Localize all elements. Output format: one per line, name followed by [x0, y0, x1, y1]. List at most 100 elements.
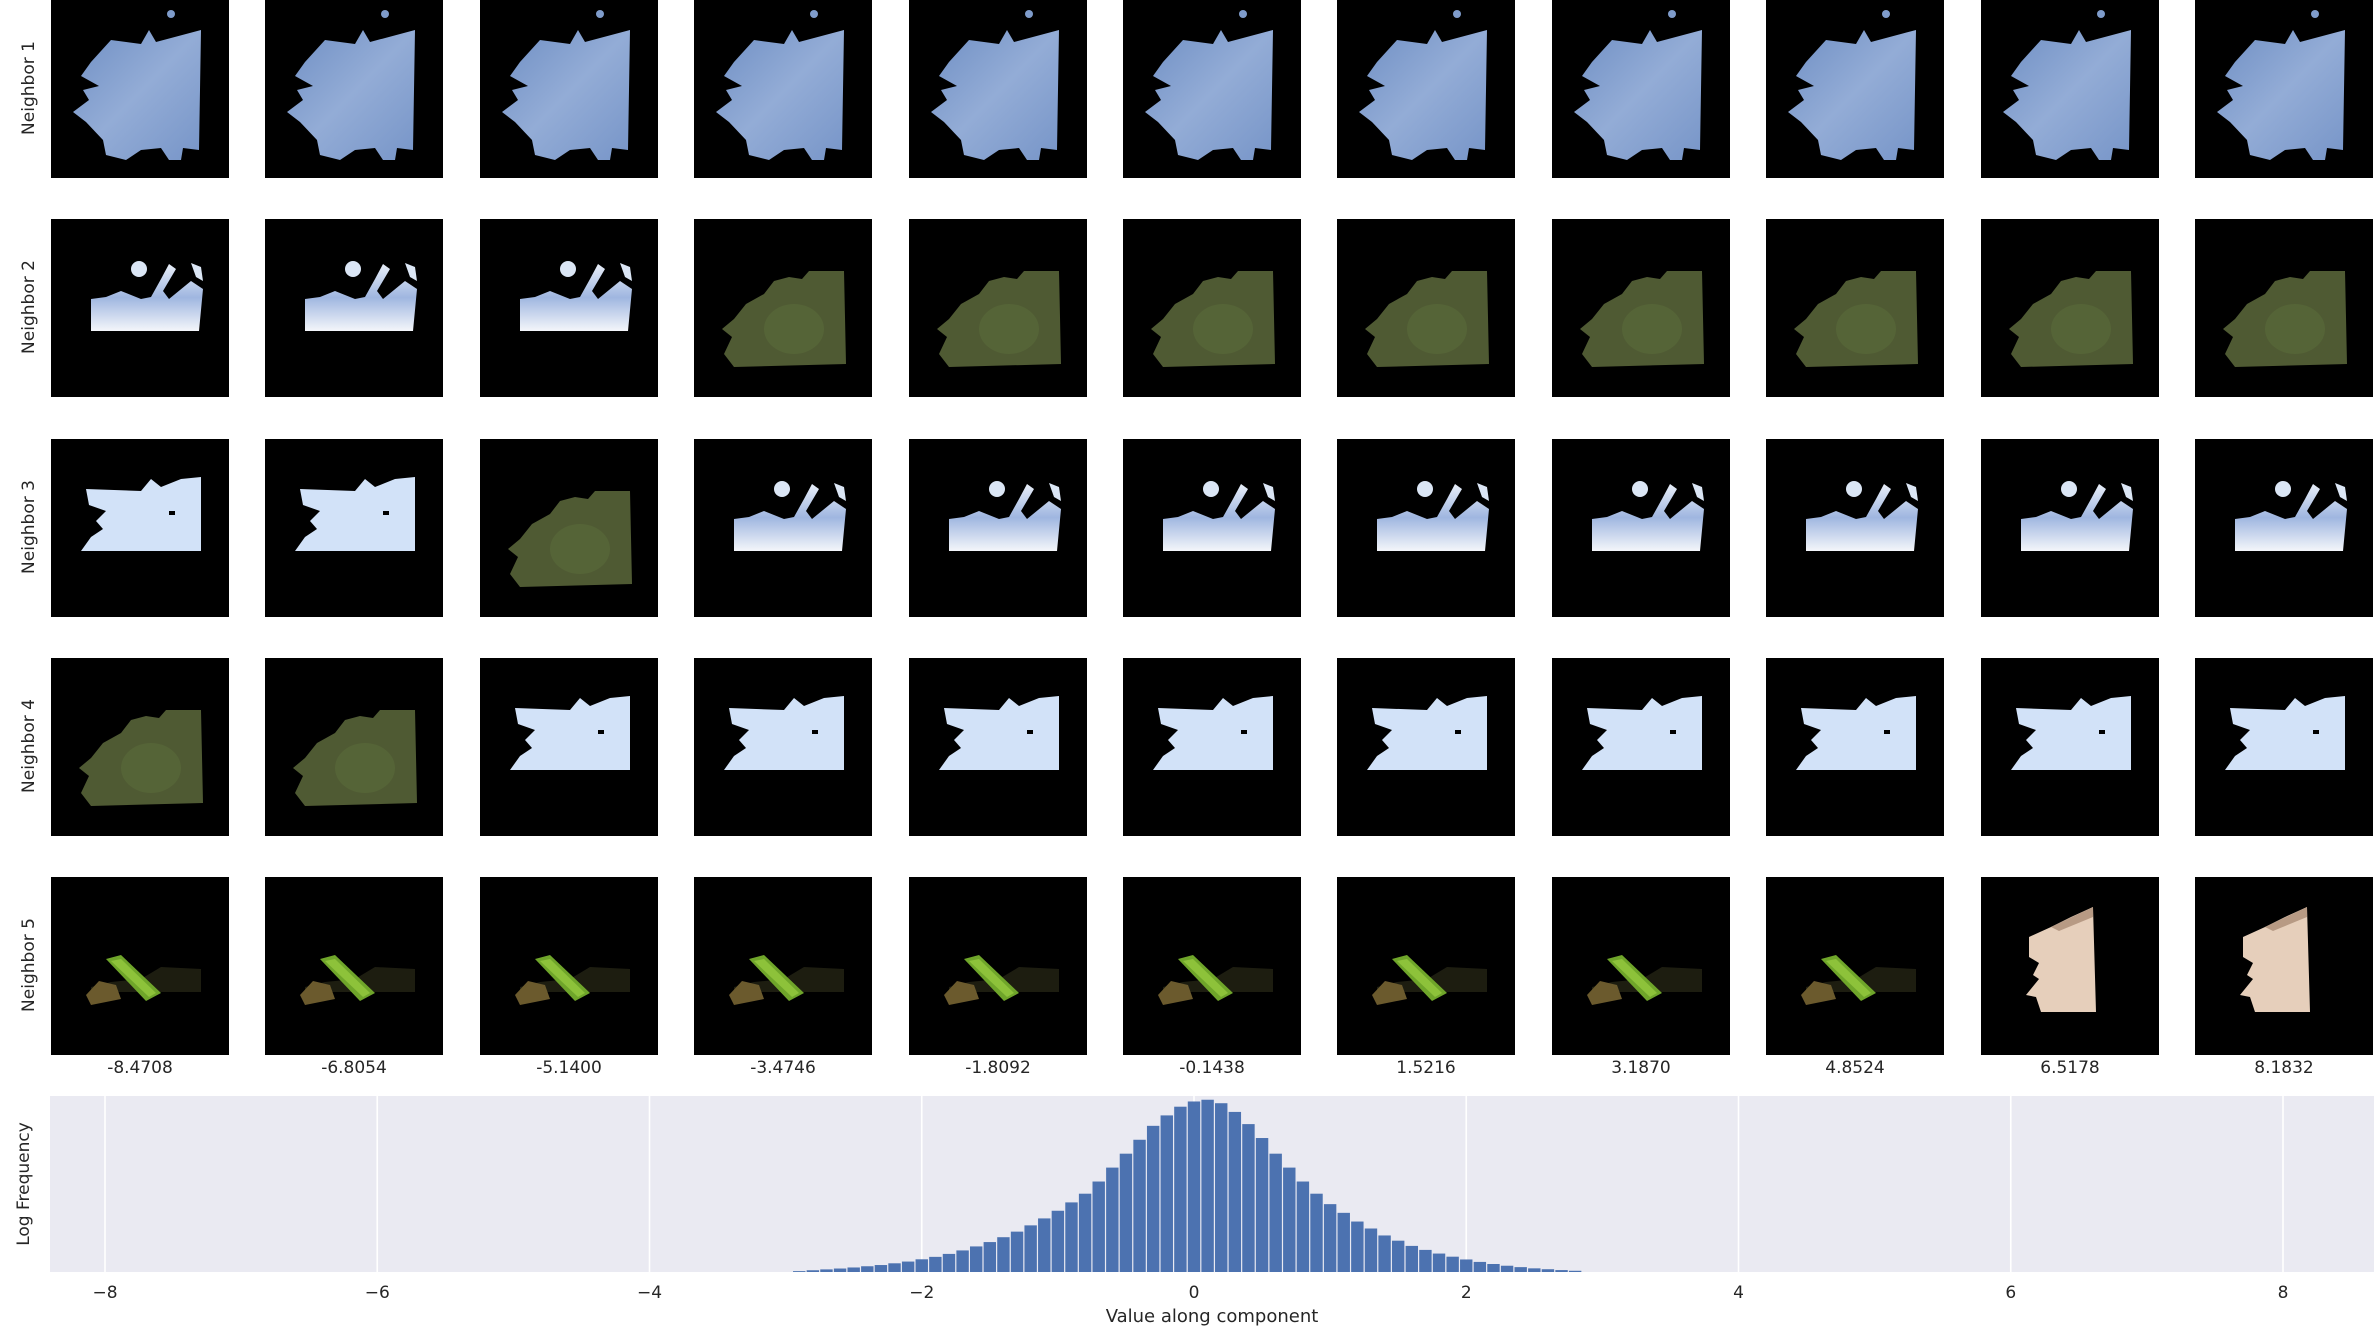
row-label-neighbor-3: Neighbor 3: [19, 480, 39, 574]
column-value-label: -8.4708: [107, 1058, 173, 1078]
sky-segment-image: [1788, 10, 1916, 160]
leaf-segment-image: [1158, 955, 1273, 1005]
cloud-segment-image: [1592, 481, 1704, 551]
neighbor-image-tile: [1981, 0, 2159, 178]
grass-segment-image: [1365, 271, 1489, 367]
grass-segment-image: [1794, 271, 1918, 367]
histogram-bar: [983, 1242, 997, 1272]
x-tick-label: −8: [92, 1283, 117, 1303]
cloud-segment-image: [2021, 481, 2133, 551]
cloud-segment-image: [91, 261, 203, 331]
histogram-bar: [1419, 1249, 1432, 1272]
neighbor-image-tile: [1337, 219, 1515, 397]
x-tick-label: 4: [1733, 1283, 1744, 1303]
histogram-bar: [1514, 1267, 1527, 1272]
histogram-bar: [1078, 1193, 1092, 1272]
neighbor-image-tile: [480, 0, 658, 178]
neighbor-image-grid: Neighbor 1 Neighbor 2 Neighbor 3 Neighbor 4…: [19, 0, 2373, 1078]
histogram-bar: [874, 1265, 888, 1272]
histogram-bar: [997, 1237, 1010, 1272]
pale-sky-segment-image: [295, 477, 415, 551]
histogram-bar: [1146, 1125, 1160, 1272]
sky-segment-image: [1145, 10, 1273, 160]
cloud-segment-image: [949, 481, 1061, 551]
column-value-label: 4.8524: [1825, 1058, 1885, 1078]
neighbor-image-tile: [1981, 658, 2159, 836]
histogram-bar: [1541, 1269, 1555, 1272]
neighbor-image-tile: [2195, 0, 2373, 178]
neighbor-image-tile: [1123, 219, 1301, 397]
pale-sky-segment-image: [1153, 696, 1273, 770]
neighbor-image-tile: [1766, 439, 1944, 617]
histogram-bar: [1323, 1204, 1337, 1272]
column-value-label: 1.5216: [1396, 1058, 1456, 1078]
sky-segment-image: [502, 10, 630, 160]
histogram-panel: −8 −6 −4 −2 0 2 4 6 8 Value along component Log …: [0, 1090, 2374, 1344]
cloud-segment-image: [1377, 481, 1489, 551]
pale-sky-segment-image: [510, 696, 630, 770]
histogram-bar: [1119, 1153, 1133, 1272]
grass-segment-image: [508, 491, 632, 587]
cloud-segment-image: [520, 261, 632, 331]
column-value-label: -0.1438: [1179, 1058, 1245, 1078]
histogram-bar: [929, 1256, 942, 1272]
x-tick-label: −2: [909, 1283, 934, 1303]
x-axis-label: Value along component: [1106, 1306, 1319, 1327]
histogram-bar: [901, 1261, 915, 1272]
cloud-segment-image: [2235, 481, 2347, 551]
neighbor-image-tile: [1337, 439, 1515, 617]
neighbor-image-tile: [1552, 219, 1730, 397]
sky-segment-image: [2003, 10, 2131, 160]
histogram-bar: [1024, 1225, 1037, 1272]
grass-segment-image: [722, 271, 846, 367]
cloud-segment-image: [305, 261, 417, 331]
x-tick-label: 6: [2005, 1283, 2016, 1303]
neighbor-image-tile: [1123, 439, 1301, 617]
neighbor-image-tile: [51, 219, 229, 397]
histogram-bar: [1133, 1139, 1146, 1272]
neighbor-image-tile: [1552, 439, 1730, 617]
histogram-bar: [1460, 1259, 1473, 1272]
neighbor-image-tile: [2195, 439, 2373, 617]
histogram-bar: [915, 1259, 928, 1272]
histogram-bar: [969, 1246, 983, 1272]
leaf-segment-image: [1372, 955, 1487, 1005]
column-value-label: 3.1870: [1611, 1058, 1671, 1078]
skin-segment-image: [2026, 907, 2096, 1012]
neighbor-image-tile: [265, 219, 443, 397]
histogram-bar: [1269, 1153, 1282, 1272]
neighbor-image-tile: [1123, 0, 1301, 178]
histogram-bar: [1051, 1210, 1065, 1272]
neighbor-image-tile: [51, 439, 229, 617]
leaf-segment-image: [300, 955, 415, 1005]
row-label-neighbor-1: Neighbor 1: [19, 41, 39, 135]
histogram-bar: [1528, 1268, 1541, 1272]
column-value-label: -5.1400: [536, 1058, 602, 1078]
histogram-bar: [956, 1250, 969, 1272]
histogram-bar: [942, 1253, 956, 1272]
neighbor-image-tile: [1552, 877, 1730, 1055]
pale-sky-segment-image: [1367, 696, 1487, 770]
pale-sky-segment-image: [1582, 696, 1702, 770]
grass-segment-image: [1580, 271, 1704, 367]
grass-segment-image: [937, 271, 1061, 367]
pale-sky-segment-image: [724, 696, 844, 770]
y-axis-label: Log Frequency: [14, 1122, 34, 1246]
sky-segment-image: [1574, 10, 1702, 160]
neighbor-image-tile: [2195, 877, 2373, 1055]
x-tick-label: 2: [1461, 1283, 1472, 1303]
neighbor-image-tile: [1123, 658, 1301, 836]
neighbor-image-tile: [1552, 658, 1730, 836]
histogram-bar: [1432, 1253, 1446, 1272]
histogram-bar: [1038, 1218, 1051, 1272]
neighbor-image-tile: [694, 0, 872, 178]
neighbor-image-tile: [265, 658, 443, 836]
neighbor-image-tile: [480, 219, 658, 397]
histogram-bar: [1310, 1193, 1323, 1272]
histogram-bar: [1364, 1228, 1378, 1272]
leaf-segment-image: [1801, 955, 1916, 1005]
leaf-segment-image: [86, 955, 201, 1005]
histogram-bar: [1568, 1270, 1582, 1272]
histogram-bar: [1106, 1167, 1119, 1272]
pale-sky-segment-image: [1796, 696, 1916, 770]
